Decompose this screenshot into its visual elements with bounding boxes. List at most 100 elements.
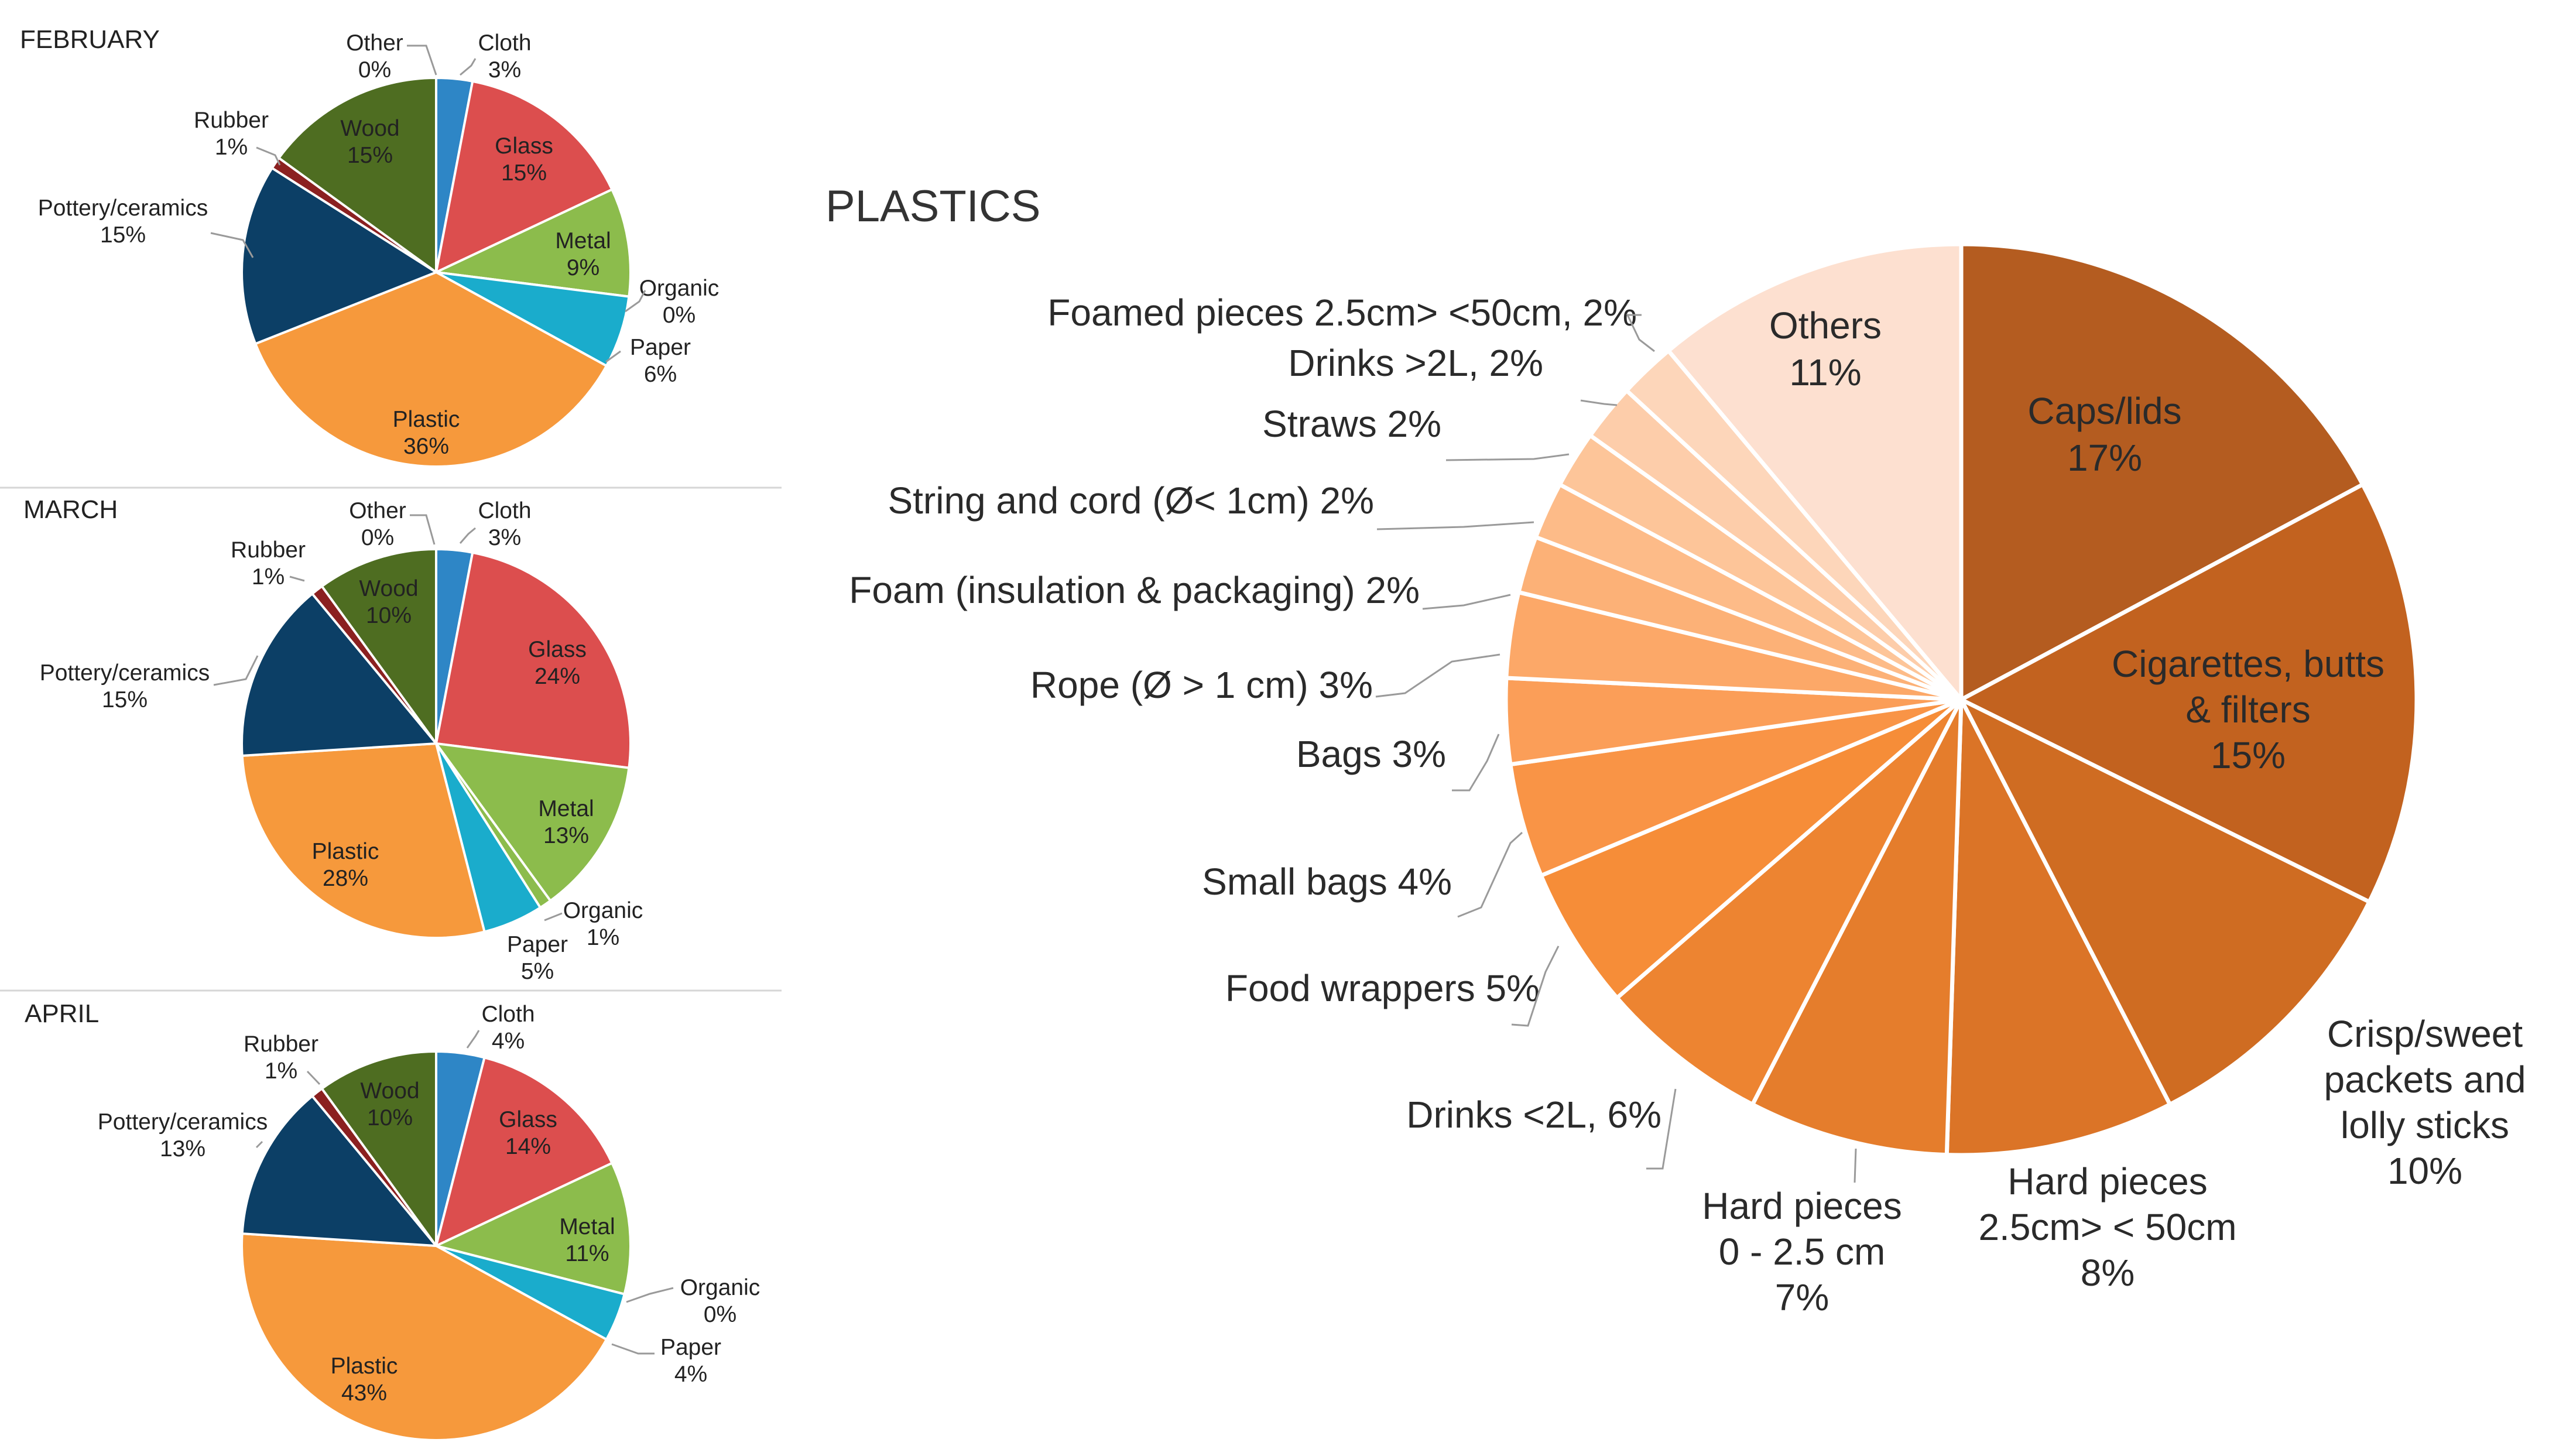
slice-label-cloth: Cloth 3% bbox=[478, 30, 531, 83]
pie-slice-glass bbox=[435, 551, 632, 769]
pie-slices-march bbox=[241, 548, 632, 939]
chart-title-plastics: PLASTICS bbox=[825, 181, 1040, 231]
pie-slices-february bbox=[241, 77, 632, 468]
leader-line bbox=[459, 527, 476, 544]
pie-slice-pottery-ceramics bbox=[241, 167, 437, 345]
pie-chart-march: MARCH Cloth 3% Glass 24% Metal 13% Organic 1… bbox=[23, 495, 643, 984]
slice-label-other: Other 0% bbox=[349, 498, 406, 550]
slice-label-cigarettes: Cigarettes, butts & filters 15% bbox=[2112, 643, 2384, 776]
slice-label-rope: Rope (Ø > 1 cm) 3% bbox=[1030, 664, 1373, 706]
slice-label-organic: Organic 1% bbox=[563, 898, 643, 950]
slice-label-other: Other 0% bbox=[346, 30, 403, 83]
pie-slices-plastics bbox=[1503, 242, 2419, 1157]
slice-label-cloth: Cloth 4% bbox=[481, 1002, 535, 1054]
pie-slice-glass bbox=[435, 80, 614, 273]
slice-label-hard-pieces-large: Hard pieces 2.5cm> < 50cm 8% bbox=[1978, 1160, 2236, 1294]
pie-slice-pottery-ceramics bbox=[241, 592, 437, 757]
leader-line bbox=[1853, 1148, 1857, 1183]
leader-line bbox=[256, 146, 281, 166]
slice-label-drinks-small: Drinks <2L, 6% bbox=[1406, 1094, 1661, 1136]
slice-label-paper: Paper 5% bbox=[507, 932, 568, 984]
leader-line bbox=[410, 514, 436, 545]
slice-label-glass: Glass 15% bbox=[495, 133, 553, 186]
pie-slice-cigarettes-butts-filters bbox=[1959, 482, 2419, 904]
slice-label-metal: Metal 13% bbox=[538, 796, 594, 848]
slice-label-others: Others 11% bbox=[1769, 304, 1882, 393]
slice-label-cloth: Cloth 3% bbox=[478, 498, 531, 550]
pie-slice-wood bbox=[277, 77, 437, 273]
pie-slice-small-bags bbox=[1508, 697, 1964, 878]
chart-title-february: FEBRUARY bbox=[20, 25, 160, 54]
slice-label-bags: Bags 3% bbox=[1296, 733, 1446, 775]
leader-line bbox=[1457, 831, 1523, 918]
leader-line bbox=[611, 1343, 655, 1355]
slice-label-crisp-packets: Crisp/sweet packets and lolly sticks 10% bbox=[2324, 1013, 2526, 1192]
pie-slice-plastic bbox=[241, 1232, 608, 1441]
slice-label-plastic: Plastic 36% bbox=[393, 407, 460, 459]
pie-slice-hard-pieces-2-5cm-50cm bbox=[1944, 697, 2172, 1157]
pie-slice-food-wrappers bbox=[1539, 697, 1964, 1000]
slice-label-hard-pieces-small: Hard pieces 0 - 2.5 cm 7% bbox=[1702, 1185, 1902, 1318]
pie-slice-crisp-sweet-packets-and-lolly-sticks bbox=[1959, 697, 2372, 1107]
pie-slice-glass bbox=[435, 1056, 614, 1247]
leader-line bbox=[1422, 594, 1511, 610]
pie-slice-wood bbox=[320, 548, 437, 745]
slice-label-pottery: Pottery/ceramics 13% bbox=[98, 1109, 268, 1162]
leader-line bbox=[255, 1140, 263, 1149]
slice-label-pottery: Pottery/ceramics 15% bbox=[38, 196, 208, 248]
leader-line bbox=[213, 655, 259, 686]
slice-label-metal: Metal 9% bbox=[555, 228, 611, 280]
leader-line bbox=[605, 350, 621, 363]
slice-label-pottery: Pottery/ceramics 15% bbox=[40, 660, 210, 712]
leader-line bbox=[1375, 653, 1500, 698]
slice-label-paper: Paper 4% bbox=[660, 1335, 721, 1387]
chart-title-april: APRIL bbox=[25, 999, 99, 1028]
leader-line bbox=[1580, 399, 1618, 406]
pie-slice-metal bbox=[435, 188, 632, 298]
slice-label-rubber: Rubber 1% bbox=[244, 1032, 318, 1084]
slice-label-rubber: Rubber 1% bbox=[231, 537, 306, 590]
leader-line bbox=[407, 44, 437, 76]
pie-slice-metal bbox=[435, 1162, 632, 1296]
slice-label-organic: Organic 0% bbox=[680, 1275, 760, 1327]
slice-label-plastic: Plastic 28% bbox=[312, 839, 379, 891]
pie-chart-april: APRIL Cloth 4% Glass 14% Metal 11% Organic 0… bbox=[25, 999, 760, 1441]
slice-label-glass: Glass 14% bbox=[499, 1107, 557, 1159]
leader-line bbox=[544, 912, 563, 921]
slice-label-caps-lids: Caps/lids 17% bbox=[2027, 390, 2181, 479]
slice-label-foam: Foam (insulation & packaging) 2% bbox=[849, 569, 1420, 611]
chart-title-march: MARCH bbox=[23, 495, 118, 524]
pie-chart-february: FEBRUARY Cloth 3% Glass 15% Metal 9% Organi… bbox=[20, 25, 720, 468]
slice-label-rubber: Rubber 1% bbox=[194, 108, 269, 160]
leader-line bbox=[460, 58, 477, 76]
leader-line bbox=[625, 290, 646, 313]
slice-label-organic: Organic 0% bbox=[639, 276, 720, 328]
pie-slice-wood bbox=[320, 1050, 437, 1247]
slice-label-wood: Wood 10% bbox=[359, 576, 418, 628]
pie-slice-others bbox=[1666, 242, 1964, 702]
leader-line bbox=[1445, 453, 1570, 461]
pie-slice-hard-pieces-0-2-5-cm bbox=[1750, 697, 1964, 1157]
leader-line bbox=[1646, 1088, 1677, 1170]
slice-label-plastic: Plastic 43% bbox=[331, 1354, 398, 1406]
pie-slice-plastic bbox=[254, 271, 608, 468]
slice-label-small-bags: Small bags 4% bbox=[1202, 861, 1452, 903]
pie-slices-april bbox=[241, 1050, 632, 1441]
pie-slice-pottery-ceramics bbox=[241, 1095, 437, 1247]
pie-slice-plastic bbox=[241, 742, 486, 939]
slice-label-wood: Wood 10% bbox=[360, 1078, 419, 1130]
leader-line bbox=[306, 1070, 321, 1085]
slice-label-metal: Metal 11% bbox=[559, 1214, 615, 1266]
pie-chart-plastics: PLASTICS Caps/lids 17% Cigarettes, butts &… bbox=[825, 181, 2526, 1318]
leader-line bbox=[1511, 945, 1560, 1027]
pie-slice-caps-lids bbox=[1959, 242, 2365, 702]
pie-slice-drinks-2l bbox=[1615, 697, 1964, 1107]
slice-label-paper: Paper 6% bbox=[630, 335, 691, 387]
leader-line bbox=[289, 575, 305, 582]
leader-line bbox=[626, 1287, 674, 1303]
leader-line bbox=[1376, 521, 1534, 530]
leader-line bbox=[466, 1030, 480, 1049]
slice-label-glass: Glass 24% bbox=[528, 637, 587, 689]
slice-label-straws: Straws 2% bbox=[1262, 403, 1441, 445]
